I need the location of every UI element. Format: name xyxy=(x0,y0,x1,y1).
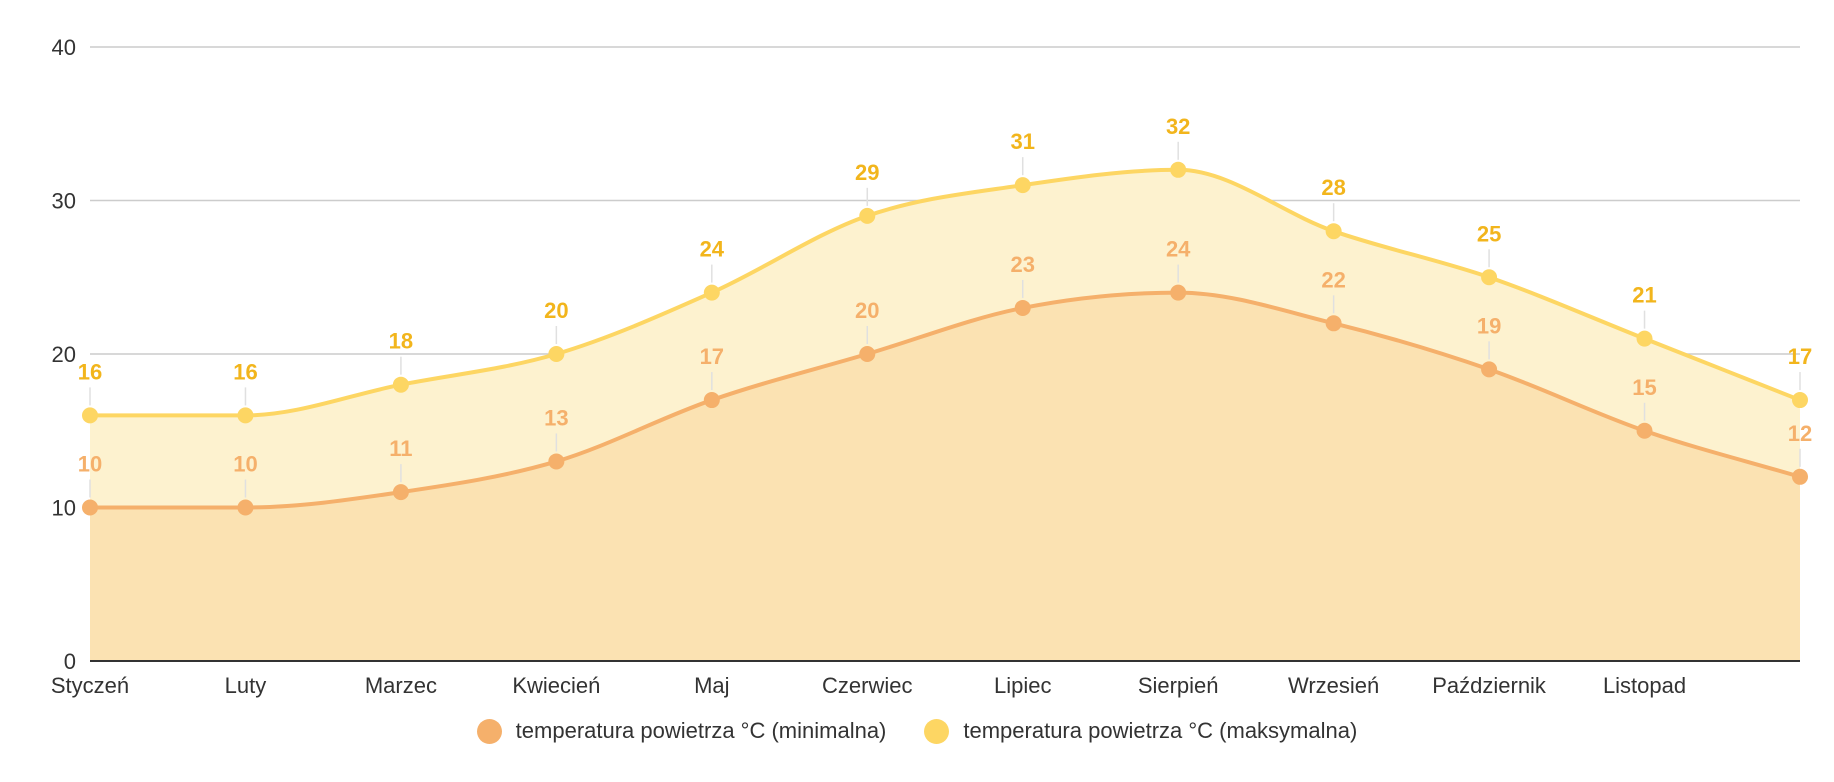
data-point xyxy=(392,376,409,393)
data-label: 19 xyxy=(1477,313,1501,338)
legend-item-min[interactable]: temperatura powietrza °C (minimalna) xyxy=(476,718,887,744)
data-label: 32 xyxy=(1166,114,1190,139)
data-point xyxy=(548,453,565,470)
data-point xyxy=(1325,223,1342,240)
y-tick-label: 10 xyxy=(52,496,76,521)
data-label: 20 xyxy=(855,298,879,323)
data-point xyxy=(237,499,254,516)
x-tick-label: Listopad xyxy=(1603,673,1686,698)
x-tick-label: Marzec xyxy=(365,673,437,698)
data-point xyxy=(1014,299,1031,316)
data-point xyxy=(1170,161,1187,178)
x-tick-label: Maj xyxy=(694,673,729,698)
data-point xyxy=(1170,284,1187,301)
y-tick-label: 40 xyxy=(52,35,76,60)
y-tick-label: 20 xyxy=(52,342,76,367)
series-area-0 xyxy=(90,292,1800,661)
data-label: 31 xyxy=(1010,129,1034,154)
data-point xyxy=(1481,269,1498,286)
x-tick-label: Czerwiec xyxy=(822,673,912,698)
data-point xyxy=(392,484,409,501)
data-label: 25 xyxy=(1477,221,1501,246)
data-point xyxy=(859,207,876,224)
data-point xyxy=(1481,361,1498,378)
data-point xyxy=(548,346,565,362)
data-label: 17 xyxy=(700,344,724,369)
data-point xyxy=(237,407,254,424)
data-label: 10 xyxy=(78,452,102,477)
data-labels: 16 16 18 20 24 29 31 32 28 25 21 17 10 10 11 13 17 20 23 24… xyxy=(78,114,1812,498)
data-point xyxy=(859,346,876,362)
data-label: 24 xyxy=(1166,237,1191,262)
data-point xyxy=(1636,422,1653,439)
series-line-1 xyxy=(89,167,1801,418)
data-label: 24 xyxy=(700,237,725,262)
data-label: 10 xyxy=(233,452,257,477)
legend-swatch-min xyxy=(476,718,502,744)
data-point xyxy=(1014,177,1031,194)
data-label: 28 xyxy=(1321,175,1345,200)
data-label: 17 xyxy=(1788,344,1812,369)
legend-label-min: temperatura powietrza °C (minimalna) xyxy=(515,718,887,743)
data-label: 15 xyxy=(1632,375,1656,400)
y-tick-label: 0 xyxy=(64,649,76,674)
data-label: 16 xyxy=(78,359,102,384)
data-point xyxy=(82,499,98,516)
data-label: 13 xyxy=(544,405,568,430)
series-points xyxy=(82,161,1808,516)
data-point xyxy=(1792,392,1808,409)
data-label: 11 xyxy=(389,436,412,461)
series-lines xyxy=(89,167,1801,510)
data-point xyxy=(703,392,720,409)
legend-label-max: temperatura powietrza °C (maksymalna) xyxy=(963,718,1358,743)
data-label: 22 xyxy=(1321,267,1345,292)
data-point xyxy=(1325,315,1342,332)
x-axis: Styczeń Luty Marzec Kwiecień Maj Czerwiec Lipi… xyxy=(51,660,1800,698)
series-line-0 xyxy=(89,290,1801,510)
data-label: 20 xyxy=(544,298,568,323)
data-label: 16 xyxy=(233,359,257,384)
x-tick-label: Sierpień xyxy=(1138,673,1219,698)
y-tick-label: 30 xyxy=(52,189,76,214)
data-label: 18 xyxy=(389,329,413,354)
data-point xyxy=(1792,468,1808,485)
x-tick-label: Luty xyxy=(225,673,267,698)
legend-swatch-max xyxy=(924,718,950,744)
data-label: 23 xyxy=(1010,252,1034,277)
data-label: 29 xyxy=(855,160,879,185)
x-tick-label: Lipiec xyxy=(994,673,1051,698)
data-point xyxy=(1636,330,1653,347)
x-tick-label: Styczeń xyxy=(51,673,129,698)
legend-item-max[interactable]: temperatura powietrza °C (maksymalna) xyxy=(924,718,1357,744)
x-tick-label: Październik xyxy=(1432,673,1547,698)
data-label: 21 xyxy=(1632,283,1656,308)
data-label: 12 xyxy=(1788,421,1812,446)
series-areas xyxy=(90,169,1800,662)
data-point xyxy=(703,284,720,301)
y-axis: 0 10 20 30 40 xyxy=(52,35,76,674)
legend: temperatura powietrza °C (minimalna) tem… xyxy=(0,718,1834,744)
x-tick-label: Wrzesień xyxy=(1288,673,1379,698)
data-point xyxy=(82,407,98,424)
x-tick-label: Kwiecień xyxy=(512,673,600,698)
